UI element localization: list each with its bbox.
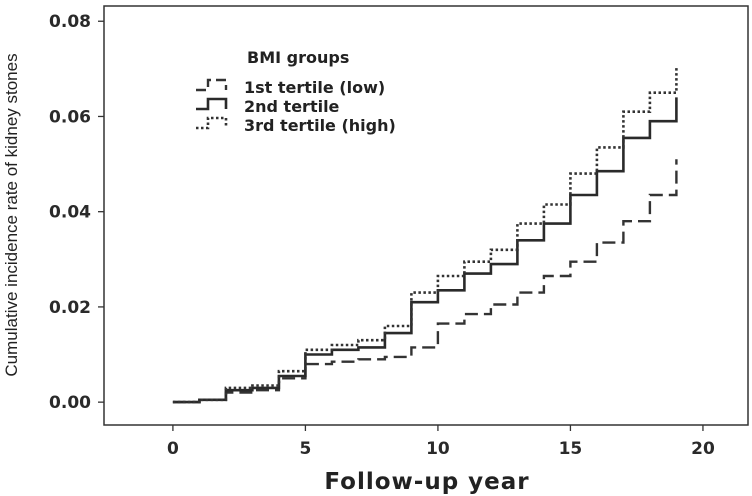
x-tick-label: 5 — [299, 439, 311, 459]
y-axis-title: Cumulative incidence rate of kidney ston… — [2, 53, 21, 376]
x-tick-label: 15 — [559, 439, 583, 459]
y-tick-label: 0.06 — [49, 107, 91, 127]
legend-label-2: 2nd tertile — [244, 97, 340, 116]
series-line-2 — [172, 97, 678, 404]
legend-label-1: 1st tertile (low) — [244, 78, 385, 97]
y-axis-ticks: 0.00 0.02 0.04 0.06 0.08 — [49, 12, 104, 413]
legend-symbol-3 — [196, 116, 228, 130]
x-tick-label: 20 — [691, 439, 715, 459]
x-tick-label: 10 — [426, 439, 450, 459]
y-tick-label: 0.08 — [49, 12, 91, 32]
y-tick-label: 0.04 — [49, 203, 91, 223]
y-tick-label: 0.02 — [49, 298, 91, 318]
legend: BMI groups 1st tertile (low)2nd tertile3… — [196, 48, 396, 135]
x-tick-label: 0 — [167, 439, 179, 459]
x-axis-title: Follow-up year — [324, 469, 529, 495]
legend-symbol-2 — [196, 97, 228, 111]
plot-frame — [103, 5, 749, 426]
y-tick-label: 0.00 — [49, 393, 91, 413]
legend-title: BMI groups — [247, 48, 349, 67]
legend-symbol-1 — [196, 78, 228, 92]
series-line-1 — [172, 159, 678, 404]
series-layer — [172, 66, 678, 404]
legend-label-3: 3rd tertile (high) — [244, 116, 396, 135]
x-axis-ticks: 0 5 10 15 20 — [167, 425, 715, 459]
